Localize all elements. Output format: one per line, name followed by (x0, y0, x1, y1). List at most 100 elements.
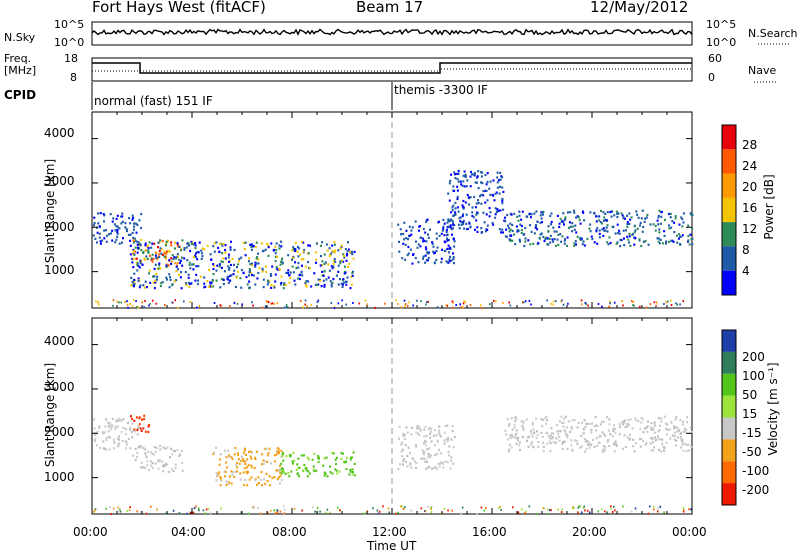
data-point (606, 230, 609, 233)
data-point (425, 259, 428, 262)
data-point (409, 248, 412, 251)
data-point (404, 444, 407, 447)
data-point (280, 455, 283, 458)
data-point (337, 283, 340, 286)
data-point (426, 301, 428, 304)
data-point (647, 512, 650, 515)
data-point (449, 255, 452, 258)
data-point (154, 263, 157, 266)
data-point (447, 436, 450, 439)
data-point (313, 452, 316, 455)
data-point (530, 432, 533, 435)
data-point (146, 460, 149, 463)
data-point (600, 209, 602, 213)
data-point (269, 273, 272, 276)
data-point (453, 213, 456, 216)
data-point (351, 250, 353, 253)
data-point (424, 246, 427, 249)
data-point (282, 505, 285, 508)
data-point (613, 443, 615, 446)
data-point (275, 267, 278, 270)
data-point (502, 190, 505, 193)
data-point (469, 225, 472, 228)
data-point (179, 259, 182, 262)
data-point (632, 438, 635, 441)
data-point (514, 416, 517, 419)
colorbar-swatch (722, 483, 736, 505)
data-point (639, 438, 641, 441)
data-point (636, 213, 639, 216)
data-point (345, 283, 348, 286)
data-point (191, 263, 194, 266)
data-point (472, 216, 475, 219)
data-point (481, 231, 484, 234)
data-point (422, 257, 424, 260)
data-point (326, 475, 329, 478)
velocity-cbar-tick-5: -50 (742, 445, 762, 459)
data-point (583, 419, 586, 422)
data-point (301, 274, 304, 277)
data-point (453, 240, 456, 243)
data-point (241, 303, 244, 306)
data-point (260, 463, 263, 466)
data-point (405, 229, 408, 232)
data-point (634, 442, 637, 445)
data-point (261, 267, 264, 270)
data-point (136, 243, 139, 246)
data-point (465, 185, 468, 188)
data-point (556, 430, 559, 433)
data-point (310, 304, 313, 306)
data-point (571, 449, 574, 452)
data-point (470, 170, 473, 174)
colorbar-swatch (722, 373, 736, 396)
data-point (558, 225, 561, 229)
data-point (139, 259, 142, 262)
data-point (279, 464, 281, 467)
data-point (329, 465, 332, 468)
data-point (141, 446, 144, 449)
data-point (162, 446, 165, 449)
data-point (212, 285, 215, 288)
data-point (462, 180, 465, 183)
data-point (539, 221, 542, 224)
data-point (436, 439, 439, 442)
data-point (690, 508, 692, 511)
data-point (136, 510, 138, 513)
data-point (653, 422, 656, 425)
data-point (657, 237, 660, 240)
data-point (659, 222, 662, 225)
data-point (423, 428, 426, 431)
data-point (378, 510, 381, 513)
data-point (602, 420, 605, 423)
data-point (624, 446, 627, 449)
data-point (420, 300, 422, 303)
data-point (229, 248, 232, 251)
data-point (280, 281, 283, 285)
data-point (109, 425, 112, 428)
data-point (165, 252, 168, 255)
data-point (682, 420, 685, 423)
data-point (430, 505, 433, 508)
data-point (140, 226, 142, 230)
velocity-colorbar (721, 329, 737, 506)
data-point (251, 264, 254, 267)
data-point (619, 238, 622, 242)
data-point (242, 457, 245, 461)
data-point (158, 253, 161, 256)
data-point (144, 249, 147, 252)
data-point (231, 473, 234, 476)
data-point (638, 238, 641, 241)
data-point (443, 234, 446, 237)
data-point (559, 217, 562, 221)
data-point (634, 236, 637, 240)
data-point (127, 437, 130, 440)
data-point (333, 240, 336, 243)
data-point (327, 263, 330, 266)
data-point (480, 171, 483, 174)
data-point (622, 304, 624, 307)
data-point (165, 257, 167, 260)
data-point (139, 284, 142, 287)
data-point (508, 230, 511, 233)
data-point (289, 277, 292, 280)
data-point (227, 281, 230, 284)
